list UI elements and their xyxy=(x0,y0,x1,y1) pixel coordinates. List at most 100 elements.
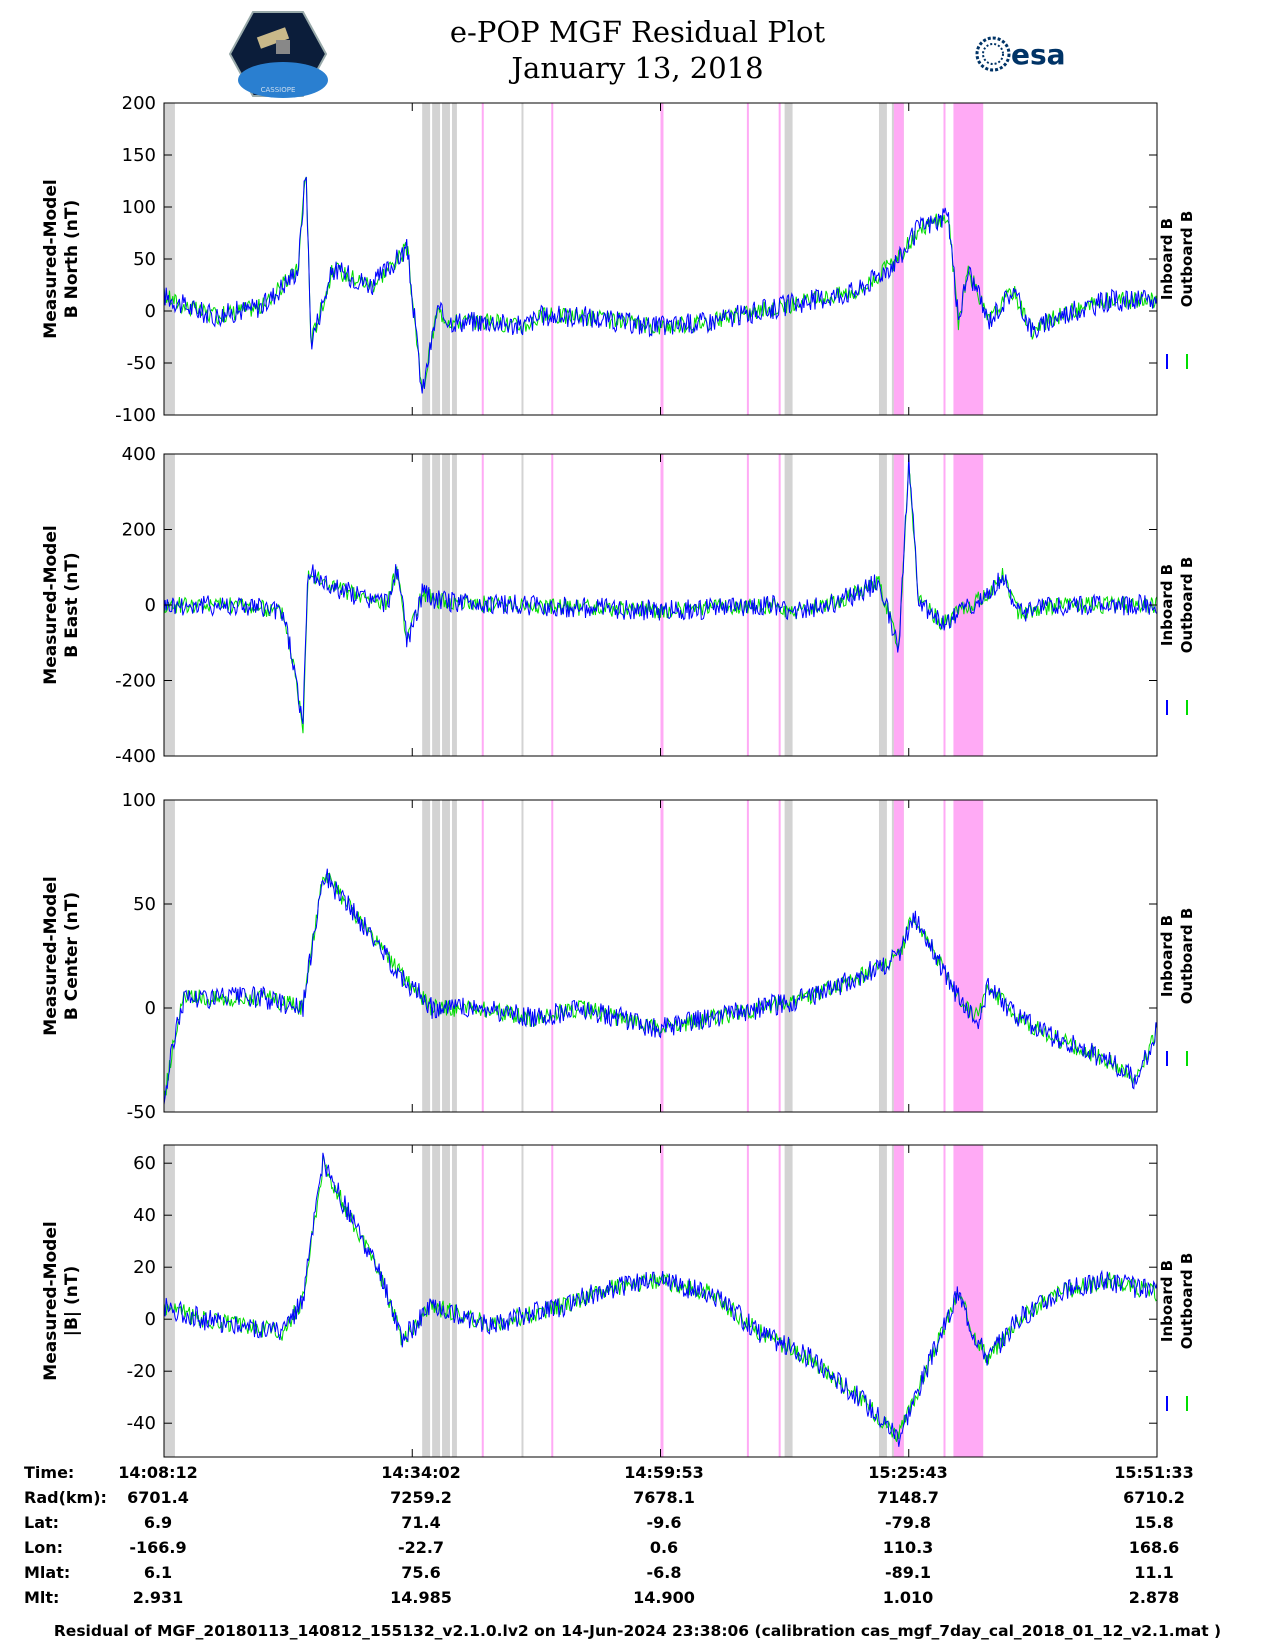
pink-band xyxy=(943,454,946,756)
inboard-trace xyxy=(163,868,1158,1105)
gray-band xyxy=(442,1145,450,1457)
outboard-trace xyxy=(163,1155,1158,1442)
y-tick-label: 0 xyxy=(145,998,156,1019)
cell-mlat: 11.1 xyxy=(1134,1563,1174,1582)
y-tick-label: 20 xyxy=(133,1257,156,1278)
y-tick-label: -20 xyxy=(127,1361,156,1382)
y-tick-label: 200 xyxy=(122,93,156,114)
cell-mlat: -89.1 xyxy=(884,1563,932,1582)
cell-time: 15:51:33 xyxy=(1114,1463,1194,1482)
y-tick-label: 400 xyxy=(122,444,156,465)
panel-b-center: -50 0 50 100 Measured-ModelB Center (nT) Inbo… xyxy=(41,790,1196,1123)
y-tick-label: 100 xyxy=(122,790,156,811)
y-tick-label: 100 xyxy=(122,197,156,218)
legend-entry: Inboard B xyxy=(1158,1260,1176,1342)
cell-time: 15:25:43 xyxy=(868,1463,948,1482)
outboard-trace xyxy=(163,468,1158,734)
y-axis-label: Measured-Model|B| (nT) xyxy=(41,1221,82,1380)
cell-lat: -79.8 xyxy=(884,1513,932,1532)
pink-band xyxy=(953,454,984,756)
pink-band xyxy=(746,1145,749,1457)
cassiope-logo-text: CASSIOPE xyxy=(261,86,296,94)
legend: Inboard B Outboard B xyxy=(1158,908,1196,1066)
cell-time: 14:59:53 xyxy=(624,1463,704,1482)
legend-entry: Outboard B xyxy=(1178,557,1196,654)
y-tick-label: -50 xyxy=(127,1102,156,1123)
pink-band xyxy=(481,1145,484,1457)
gray-band xyxy=(784,454,793,756)
gray-band xyxy=(521,800,524,1112)
pink-band xyxy=(893,1145,904,1457)
gray-band xyxy=(422,1145,431,1457)
cell-mlat: -6.8 xyxy=(646,1563,682,1582)
gray-band xyxy=(442,103,450,415)
cell-mlt: 2.931 xyxy=(132,1588,184,1607)
pink-band xyxy=(953,103,984,415)
gray-band xyxy=(878,1145,887,1457)
y-tick-label: 50 xyxy=(133,894,156,915)
gray-band xyxy=(451,800,457,1112)
cell-rad: 7678.1 xyxy=(633,1488,695,1507)
pink-band xyxy=(943,800,946,1112)
gray-band xyxy=(451,1145,457,1457)
cell-lon: 110.3 xyxy=(882,1538,934,1557)
gray-band xyxy=(784,800,793,1112)
gray-band xyxy=(422,800,431,1112)
pink-band xyxy=(660,1145,664,1457)
caption: Residual of MGF_20180113_140812_155132_v… xyxy=(53,1622,1222,1640)
row-label-mlat: Mlat: xyxy=(24,1563,71,1582)
legend-entry: Inboard B xyxy=(1158,218,1176,300)
y-axis-label: Measured-ModelB East (nT) xyxy=(41,525,82,684)
y-tick-label: 0 xyxy=(145,595,156,616)
chart-date: January 13, 2018 xyxy=(511,51,764,85)
gray-band xyxy=(164,1145,175,1457)
y-tick-label: -400 xyxy=(115,746,156,767)
gray-band xyxy=(878,103,887,415)
gray-band xyxy=(521,103,524,415)
legend: Inboard B Outboard B xyxy=(1158,1253,1196,1411)
outboard-trace xyxy=(163,176,1158,391)
chart-title: e-POP MGF Residual Plot xyxy=(449,15,826,49)
pink-band xyxy=(778,1145,781,1457)
title-block: e-POP MGF Residual Plot January 13, 2018 xyxy=(0,14,1275,86)
gray-band xyxy=(442,800,450,1112)
ephemeris-table: Time: 14:08:12 14:34:02 14:59:53 15:25:43 15:… xyxy=(0,1463,1275,1613)
pink-band xyxy=(953,1145,984,1457)
cell-rad: 7148.7 xyxy=(877,1488,939,1507)
row-label-lat: Lat: xyxy=(24,1513,60,1532)
cell-time: 14:34:02 xyxy=(381,1463,461,1482)
cell-mlt: 2.878 xyxy=(1128,1588,1180,1607)
cell-lat: 15.8 xyxy=(1134,1513,1174,1532)
y-tick-label: 0 xyxy=(145,301,156,322)
pink-band xyxy=(746,800,749,1112)
pink-band xyxy=(746,103,749,415)
cassiope-logo: CASSIOPE xyxy=(228,10,328,102)
cell-lon: -22.7 xyxy=(397,1538,445,1557)
pink-band xyxy=(660,103,664,415)
pink-band xyxy=(893,800,904,1112)
pink-band xyxy=(481,800,484,1112)
gray-band xyxy=(521,1145,524,1457)
legend-entry: Inboard B xyxy=(1158,915,1176,997)
pink-band xyxy=(660,800,664,1112)
y-tick-label: 200 xyxy=(122,520,156,541)
pink-band xyxy=(778,103,781,415)
pink-band xyxy=(551,800,554,1112)
y-tick-label: -40 xyxy=(127,1413,156,1434)
legend: Inboard B Outboard B xyxy=(1158,557,1196,715)
cell-mlat: 6.1 xyxy=(143,1563,173,1582)
y-tick-label: 40 xyxy=(133,1205,156,1226)
pink-band xyxy=(893,454,904,756)
y-axis-label: Measured-ModelB North (nT) xyxy=(41,179,82,338)
gray-band xyxy=(451,103,457,415)
esa-logo-text: esa xyxy=(1011,38,1066,71)
pink-band xyxy=(943,1145,946,1457)
gray-band xyxy=(432,1145,441,1457)
y-tick-label: 60 xyxy=(133,1153,156,1174)
pink-band xyxy=(778,800,781,1112)
gray-band xyxy=(432,103,441,415)
legend-entry: Inboard B xyxy=(1158,564,1176,646)
cell-mlt: 14.985 xyxy=(390,1588,452,1607)
y-tick-label: 0 xyxy=(145,1309,156,1330)
y-tick-label: 150 xyxy=(122,145,156,166)
